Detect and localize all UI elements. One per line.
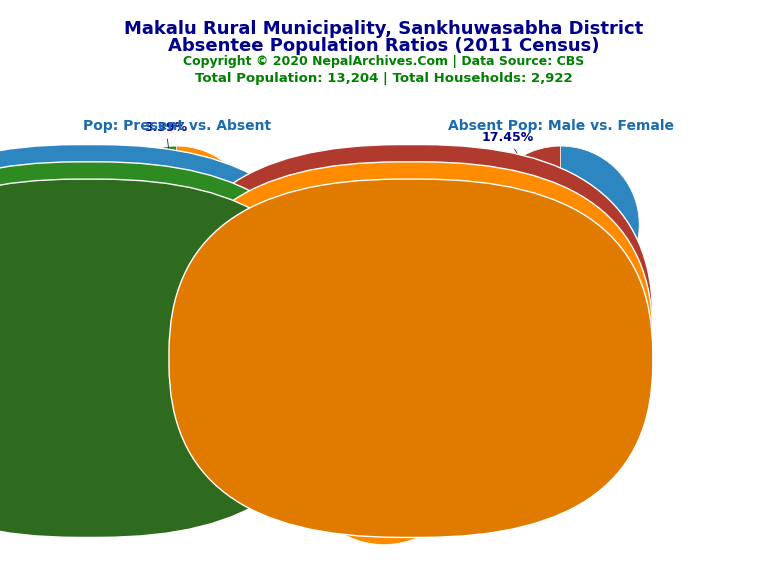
Text: 3.39%: 3.39% xyxy=(144,120,188,167)
Text: Absent: Male (369): Absent: Male (369) xyxy=(111,317,223,330)
Text: 88.60%: 88.60% xyxy=(377,505,429,518)
Text: Absentee Population Ratios (2011 Census): Absentee Population Ratios (2011 Census) xyxy=(168,37,600,55)
Wedge shape xyxy=(98,146,255,303)
Text: 96.61%: 96.61% xyxy=(157,273,208,286)
Ellipse shape xyxy=(104,233,249,251)
Text: 17.45%: 17.45% xyxy=(482,131,534,179)
Text: Absent: Female (78): Absent: Female (78) xyxy=(430,317,549,330)
Wedge shape xyxy=(300,377,468,544)
Title: Households: Present vs. Absent: Households: Present vs. Absent xyxy=(260,349,508,363)
Text: Pop: Absent (447): Pop: Absent (447) xyxy=(111,335,217,347)
Text: Makalu Rural Municipality, Sankhuwasabha District: Makalu Rural Municipality, Sankhuwasabha… xyxy=(124,20,644,38)
Text: Househod: Absent (333): Househod: Absent (333) xyxy=(111,352,254,365)
Text: Pop: Present (12,757): Pop: Present (12,757) xyxy=(430,335,558,347)
Text: Household: Present (2,589): Household: Present (2,589) xyxy=(430,352,591,365)
Wedge shape xyxy=(329,377,384,461)
Text: Copyright © 2020 NepalArchives.Com | Data Source: CBS: Copyright © 2020 NepalArchives.Com | Dat… xyxy=(184,55,584,68)
Wedge shape xyxy=(482,146,639,303)
Wedge shape xyxy=(160,146,177,225)
Ellipse shape xyxy=(488,233,633,251)
Text: 11.40%: 11.40% xyxy=(319,353,372,407)
Ellipse shape xyxy=(307,469,461,488)
Title: Pop: Present vs. Absent: Pop: Present vs. Absent xyxy=(83,119,270,133)
Text: 82.55%: 82.55% xyxy=(561,262,614,275)
Wedge shape xyxy=(491,146,561,225)
Title: Absent Pop: Male vs. Female: Absent Pop: Male vs. Female xyxy=(448,119,674,133)
Text: Total Population: 13,204 | Total Households: 2,922: Total Population: 13,204 | Total Househo… xyxy=(195,72,573,85)
